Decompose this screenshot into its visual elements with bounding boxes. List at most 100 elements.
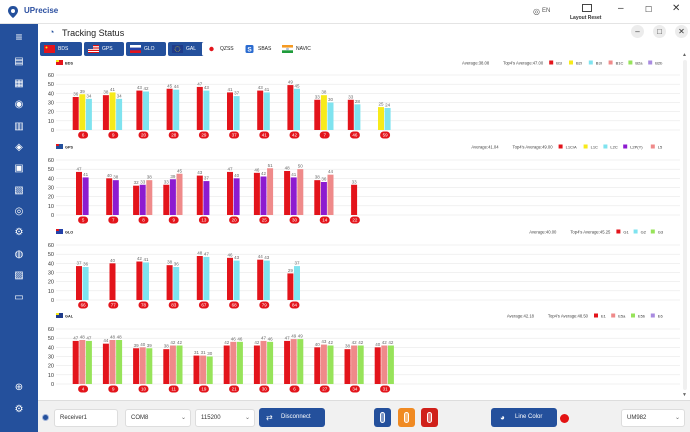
model-select[interactable]: UM982 ⌄ <box>621 409 685 427</box>
toolbox-icon[interactable]: ▭ <box>14 292 24 303</box>
bar <box>203 256 210 300</box>
radar-icon[interactable]: ◎ <box>14 206 24 217</box>
chart-export-icon[interactable]: ▨ <box>14 270 24 281</box>
bar-value-label: 42 <box>137 256 143 261</box>
language-selector[interactable]: EN <box>542 8 551 14</box>
temperature-high-button[interactable] <box>421 408 438 427</box>
tab-gal[interactable]: GAL <box>168 42 208 56</box>
menu-icon[interactable]: ≡ <box>15 30 23 44</box>
connection-status-indicator <box>560 414 569 423</box>
china-flag-icon <box>44 45 55 53</box>
top4-average-text: Top4's Average:45.25 <box>570 229 611 234</box>
antenna-icon[interactable]: ◍ <box>14 249 24 260</box>
tab-gps[interactable]: GPS <box>84 42 124 56</box>
bar-value-label: 40 <box>110 258 116 263</box>
tab-bds[interactable]: BDS <box>40 42 82 56</box>
bottom-bar: Receiver1 COM8 ⌄ 115200 ⌄ ⇄ Disconnect ◕ L… <box>38 400 690 432</box>
panel-minimize-icon[interactable]: – <box>631 25 644 38</box>
bar-value-label: 42 <box>177 340 183 345</box>
legend-swatch <box>558 144 563 149</box>
tab-glo[interactable]: GLO <box>126 42 166 56</box>
bar-value-label: 47 <box>227 166 233 171</box>
bar-value-label: 47 <box>204 251 210 256</box>
scroll-down-arrow[interactable]: ▼ <box>682 392 687 398</box>
y-tick-label: 0 <box>51 382 54 388</box>
signal-icon: ◔ <box>49 27 55 37</box>
satellite-id-label: 46 <box>352 133 358 138</box>
logo-icon <box>8 6 18 18</box>
bar-value-label: 38 <box>315 175 321 180</box>
satellite-id-label: 6 <box>293 387 296 392</box>
legend-swatch <box>611 313 616 318</box>
bar <box>227 171 233 215</box>
close-icon[interactable]: ✕ <box>672 3 681 14</box>
legend-label: L2C <box>610 144 617 149</box>
layout-reset-button[interactable]: Layout Reset <box>570 15 602 21</box>
bar <box>257 90 264 130</box>
port-select[interactable]: COM8 ⌄ <box>125 409 191 427</box>
y-tick-label: 50 <box>48 82 54 88</box>
scrollbar[interactable] <box>683 60 687 390</box>
legend-swatch <box>594 313 598 318</box>
bar <box>112 180 119 215</box>
bar <box>72 97 79 130</box>
satellite-icon[interactable]: ◉ <box>14 99 24 110</box>
disconnect-button[interactable]: ⇄ Disconnect <box>259 408 325 427</box>
satellite-badge <box>108 301 119 309</box>
line-color-label: Line Color <box>515 414 543 420</box>
layout-icon[interactable] <box>582 4 592 12</box>
satellite-view-icon[interactable]: ◈ <box>15 142 23 153</box>
satellite-badge <box>78 301 89 309</box>
satellite-id-label: 9 <box>172 218 175 223</box>
minimize-icon[interactable]: – <box>618 3 624 14</box>
satellite-id-label: 9 <box>112 387 115 392</box>
chevron-down-icon: ⌄ <box>180 415 186 421</box>
eu-flag-icon <box>172 45 183 53</box>
tab-qzss[interactable]: QZSS <box>202 42 242 56</box>
satellite-badge <box>198 216 209 224</box>
scroll-up-arrow[interactable]: ▲ <box>682 52 687 58</box>
baud-select[interactable]: 115200 ⌄ <box>195 409 255 427</box>
bar-value-label: 47 <box>285 335 291 340</box>
bar <box>347 99 354 130</box>
maximize-icon[interactable]: ☐ <box>645 5 653 14</box>
settings-gear-icon[interactable]: ⚙ <box>14 404 24 415</box>
legend-swatch <box>628 60 633 65</box>
page-title: Tracking Status <box>62 28 125 38</box>
globe-icon[interactable]: ⊕ <box>14 382 24 393</box>
receiver-radio[interactable] <box>42 414 49 421</box>
baud-value: 115200 <box>201 415 221 421</box>
panel-maximize-icon[interactable]: □ <box>653 25 666 38</box>
temperature-low-button[interactable] <box>374 408 391 427</box>
line-color-button[interactable]: ◕ Line Color <box>491 408 557 427</box>
settings-icon[interactable]: ⚙ <box>14 227 24 238</box>
legend-label: L1C/A <box>566 144 577 149</box>
bar-value-label: 33 <box>352 179 358 184</box>
receiver-name-field[interactable]: Receiver1 <box>54 409 118 427</box>
document-list-icon[interactable]: ▦ <box>14 78 24 89</box>
chart-flag-detail <box>56 229 59 231</box>
plug-icon: ⇄ <box>266 413 273 422</box>
tab-sbas[interactable]: S SBAS <box>240 42 280 56</box>
panel-close-icon[interactable]: ✕ <box>675 25 688 38</box>
satellite-badge <box>78 216 89 224</box>
satellite-id-label: 30 <box>292 218 298 223</box>
bar-chart-icon[interactable]: ▥ <box>14 121 24 132</box>
document-icon[interactable]: ▤ <box>14 56 24 67</box>
bar <box>327 345 334 384</box>
bar <box>206 356 213 384</box>
bar-value-label: 30 <box>207 351 213 356</box>
globe-icon[interactable]: ◎ <box>533 7 540 16</box>
chart-flag-detail <box>56 144 59 146</box>
bar <box>351 345 358 384</box>
bar <box>314 180 321 215</box>
clipboard-icon[interactable]: ▧ <box>14 185 24 196</box>
bar-value-label: 36 <box>83 262 89 267</box>
log-icon[interactable]: ▣ <box>14 163 24 174</box>
bar <box>85 98 92 130</box>
bar-value-label: 37 <box>204 176 210 181</box>
satellite-id-label: 13 <box>201 218 207 223</box>
y-tick-label: 60 <box>48 158 54 164</box>
temperature-mid-button[interactable] <box>398 408 415 427</box>
tab-navic[interactable]: NAVIC <box>278 42 322 56</box>
